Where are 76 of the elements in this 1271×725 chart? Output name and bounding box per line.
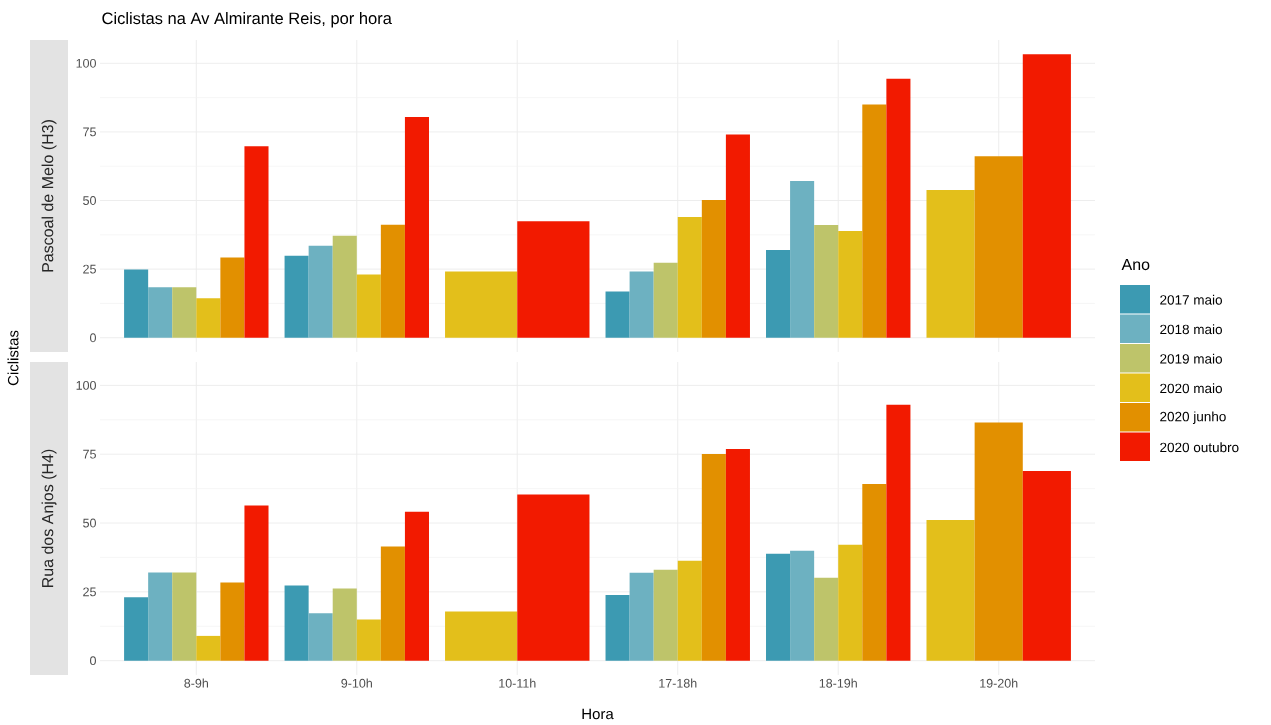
text: Pascoal de Melo (H3) [41,120,57,272]
bar [244,505,269,661]
bar [814,577,839,661]
bar [404,117,429,338]
legend-label: 2020 outubro [1160,442,1239,453]
bar [356,619,381,661]
bar [148,572,173,661]
x-tick-label: 9-10h [341,678,372,688]
bar [790,181,815,338]
bar [124,269,149,338]
y-tick-label: 100 [76,58,96,68]
bar [862,104,887,338]
y-axis-title: Ciclistas [7,330,19,386]
bar [332,588,357,661]
bar [605,291,630,338]
bar [725,134,750,338]
legend-title: Ano [1121,258,1150,271]
bar [725,448,750,661]
legend-label: 2018 maio [1160,324,1222,335]
bar [886,78,911,338]
legend-label: 2019 maio [1160,353,1222,364]
x-tick-label: 10-11h [499,678,536,688]
x-tick-label: 17-18h [659,678,697,688]
y-tick-label: 100 [76,380,96,390]
bar [886,404,911,661]
bar [701,453,726,661]
y-tick-label: 0 [90,656,96,666]
y-tick-label: 50 [83,518,96,528]
bar [838,230,863,338]
bar [196,298,221,338]
chart-title: Ciclistas na Av Almirante Reis, por hora [102,12,392,28]
bar [404,511,429,661]
x-tick-label: 18-19h [819,678,857,688]
y-tick-label: 25 [83,264,96,274]
bar [172,287,197,338]
bar [790,550,815,661]
x-tick-label: 19-20h [980,678,1018,688]
bar [653,262,678,338]
text: Rua dos Anjos (H4) [41,449,57,587]
bar [380,224,405,338]
bar [814,224,839,338]
bar [244,146,269,338]
bar [629,271,654,338]
bar [196,635,221,661]
bar [605,594,630,661]
bar [220,257,245,338]
bar [308,245,333,338]
bar [862,483,887,661]
bar [380,546,405,661]
y-tick-label: 0 [90,333,96,343]
y-tick-label: 25 [83,587,96,597]
y-tick-label: 75 [83,127,96,137]
y-tick-label: 75 [83,449,96,459]
legend-label: 2020 maio [1160,383,1222,394]
legend-label: 2020 junho [1160,411,1226,425]
bar [148,287,173,338]
bar [838,544,863,661]
x-tick-label: 8-9h [184,678,208,688]
bar [124,597,149,661]
bar [356,274,381,338]
bar [701,199,726,338]
legend-label: 2017 maio [1160,294,1222,305]
bar [308,613,333,661]
bar [332,235,357,338]
bar [653,569,678,661]
bar [677,216,702,338]
x-axis-title: Hora [582,708,614,720]
bar [220,582,245,661]
bar [629,572,654,661]
y-tick-label: 50 [83,196,96,205]
bar [284,255,309,338]
bar [172,572,197,661]
bar [677,560,702,661]
bar [766,553,791,661]
bar [766,249,791,338]
bar [284,585,309,661]
